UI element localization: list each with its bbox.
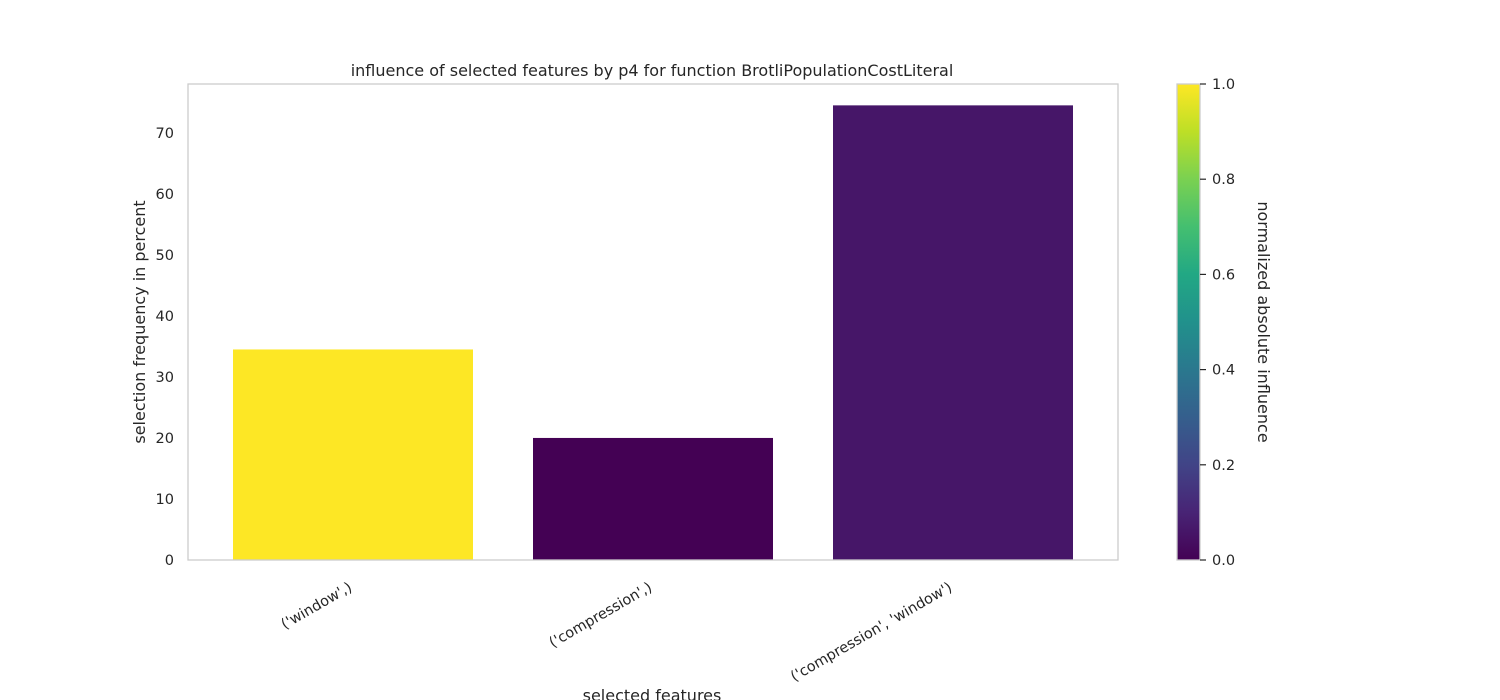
y-tick-label: 50: [156, 248, 174, 264]
bar: [533, 437, 773, 560]
colorbar-tick-label: 0.2: [1212, 458, 1235, 474]
colorbar-tick-label: 0.6: [1212, 267, 1235, 283]
y-tick-label: 30: [156, 370, 174, 386]
colorbar-tick-label: 0.0: [1212, 553, 1235, 569]
colorbar-label: normalized absolute influence: [1254, 201, 1273, 442]
y-tick-label: 20: [156, 431, 174, 447]
colorbar-axis: 0.0 0.2 0.4 0.6 0.8 1.0: [1200, 77, 1235, 569]
bar: [233, 349, 473, 560]
x-tick-label: ('compression',): [547, 580, 655, 652]
y-tick-label: 40: [156, 309, 174, 325]
plot-frame: [187, 83, 1119, 561]
y-tick-label: 10: [156, 492, 174, 508]
y-tick-label: 0: [165, 553, 174, 569]
colorbar-tick-label: 0.4: [1212, 363, 1235, 379]
bar-group: [233, 105, 1073, 560]
x-tick-label: ('window',): [279, 580, 355, 633]
colorbar: [1177, 84, 1200, 560]
y-axis: 0 10 20 30 40 50 60 70: [156, 126, 174, 569]
bar: [833, 105, 1073, 560]
y-tick-label: 60: [156, 187, 174, 203]
colorbar-tick-label: 1.0: [1212, 77, 1235, 93]
y-tick-label: 70: [156, 126, 174, 142]
colorbar-tick-label: 0.8: [1212, 172, 1235, 188]
x-tick-label: ('compression', 'window'): [788, 580, 955, 686]
colorbar-frame: [1176, 83, 1201, 561]
x-axis-label: selected features: [583, 686, 722, 700]
x-axis: ('window',) ('compression',) ('compression…: [279, 580, 955, 686]
chart-title: influence of selected features by p4 for…: [351, 61, 954, 80]
y-axis-label: selection frequency in percent: [130, 200, 149, 443]
